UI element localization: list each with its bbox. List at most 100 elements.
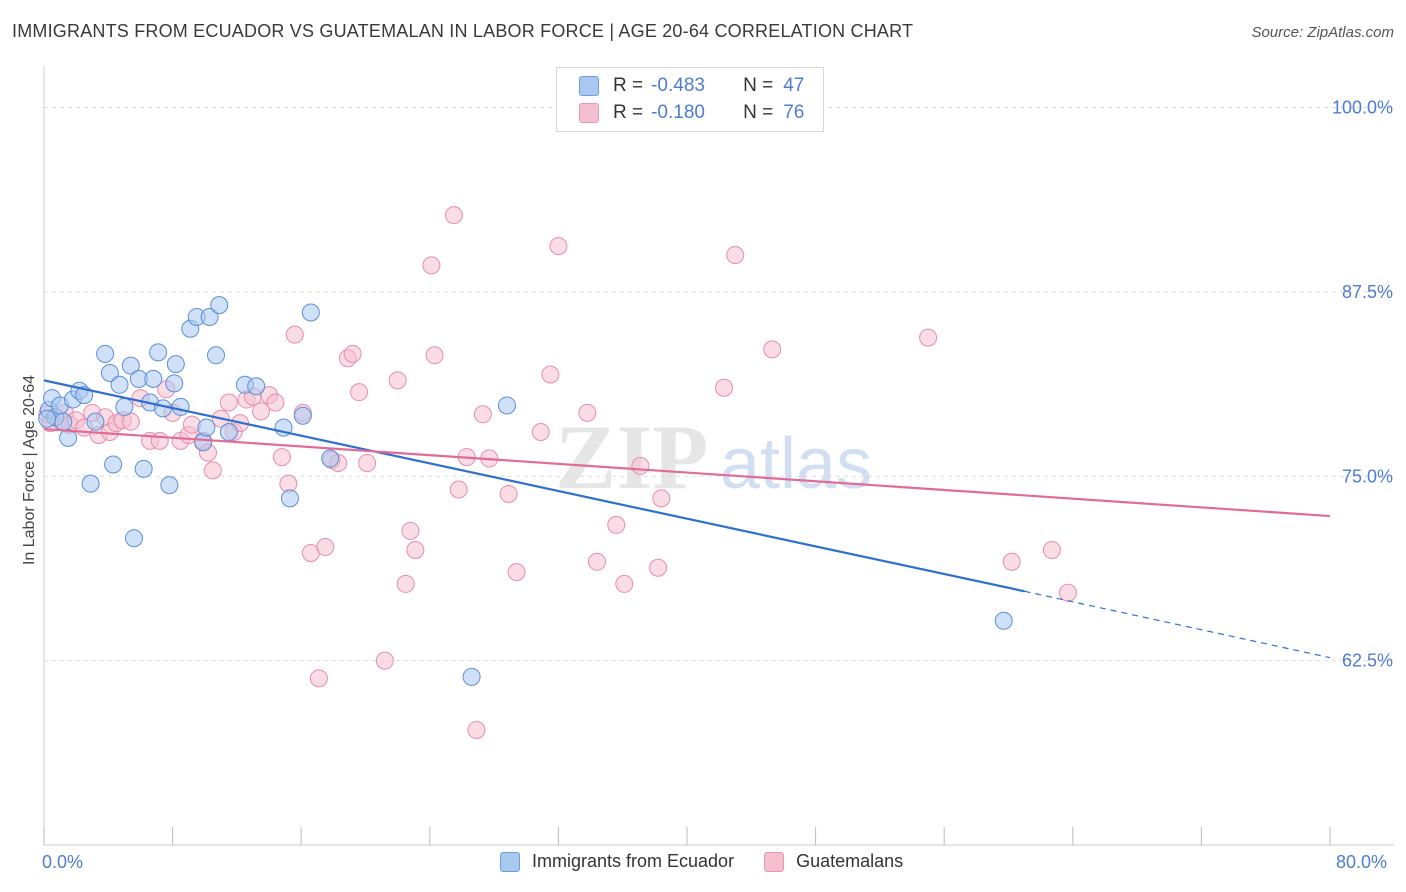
point-guatemalans — [1042, 541, 1061, 559]
point-guatemalans — [316, 538, 335, 557]
point-ecuador — [149, 343, 168, 362]
watermark-atlas: atlas — [720, 424, 872, 504]
point-ecuador — [166, 355, 185, 374]
point-guatemalans — [150, 431, 169, 450]
point-guatemalans — [726, 246, 745, 264]
point-guatemalans — [203, 461, 222, 480]
series-swatch-ecuador — [500, 851, 520, 872]
point-guatemalans — [607, 515, 626, 534]
point-guatemalans — [343, 344, 362, 363]
point-guatemalans — [309, 669, 328, 688]
series-legend-ecuador[interactable]: Immigrants from Ecuador — [500, 851, 734, 872]
point-guatemalans — [531, 423, 550, 441]
point-ecuador — [280, 489, 299, 508]
legend-r-value-ecuador: -0.483 — [651, 75, 705, 96]
point-guatemalans — [388, 371, 407, 390]
point-ecuador — [115, 397, 134, 416]
point-guatemalans — [649, 558, 668, 577]
series-label-guatemalans: Guatemalans — [796, 851, 904, 871]
point-ecuador — [104, 455, 123, 474]
source-credit: Source: ZipAtlas.com — [1251, 24, 1394, 41]
point-ecuador — [144, 369, 163, 388]
point-ecuador — [121, 356, 140, 375]
point-ecuador — [321, 449, 340, 468]
point-guatemalans — [182, 415, 201, 434]
point-guatemalans — [919, 328, 938, 347]
point-ecuador — [100, 364, 119, 382]
point-guatemalans — [467, 720, 486, 739]
legend-n-label: N = — [743, 75, 774, 96]
point-guatemalans — [473, 405, 492, 424]
y-tick-label: 62.5% — [1342, 651, 1393, 671]
legend-n-label: N = — [743, 102, 774, 123]
point-ecuador — [59, 428, 78, 447]
point-ecuador — [497, 396, 516, 415]
point-ecuador — [153, 399, 172, 418]
point-guatemalans — [1002, 552, 1021, 571]
legend-swatch-guatemalans — [579, 103, 599, 123]
point-ecuador — [125, 529, 144, 548]
point-ecuador — [293, 406, 312, 425]
point-guatemalans — [401, 521, 420, 540]
point-guatemalans — [396, 574, 415, 593]
point-guatemalans — [499, 484, 518, 503]
x-tick-min: 0.0% — [42, 852, 84, 872]
point-ecuador — [134, 459, 153, 478]
point-guatemalans — [285, 325, 304, 344]
x-tick-max: 80.0% — [1336, 852, 1388, 872]
legend-swatch-ecuador — [579, 76, 599, 96]
point-ecuador — [194, 433, 213, 452]
point-guatemalans — [358, 453, 377, 472]
point-ecuador — [219, 423, 238, 441]
point-guatemalans — [272, 448, 291, 467]
point-guatemalans — [350, 383, 369, 402]
point-guatemalans — [507, 563, 526, 582]
point-guatemalans — [615, 574, 634, 593]
legend-n-value-guatemalans: 76 — [783, 102, 805, 123]
point-ecuador — [86, 412, 105, 431]
correlation-legend: R = -0.483 N = 47 R = -0.180 N = 76 — [556, 67, 824, 132]
y-tick-label: 100.0% — [1332, 98, 1393, 118]
legend-row-ecuador: R = -0.483 N = 47 — [579, 74, 804, 98]
point-ecuador — [96, 344, 115, 363]
point-guatemalans — [375, 651, 394, 670]
trendline-guatemalans — [43, 427, 1331, 518]
point-ecuador — [110, 375, 129, 394]
point-ecuador — [301, 303, 320, 322]
series-legend-guatemalans[interactable]: Guatemalans — [764, 851, 903, 872]
point-guatemalans — [252, 402, 271, 421]
point-ecuador — [171, 397, 190, 416]
point-ecuador — [207, 346, 226, 365]
point-guatemalans — [652, 489, 671, 508]
point-ecuador — [994, 611, 1013, 630]
legend-n-value-ecuador: 47 — [783, 75, 805, 96]
point-guatemalans — [449, 480, 468, 499]
point-guatemalans — [549, 237, 568, 256]
trendline-ecuador — [43, 379, 1025, 593]
point-ecuador — [462, 667, 481, 686]
chart-title: IMMIGRANTS FROM ECUADOR VS GUATEMALAN IN… — [12, 21, 914, 41]
point-ecuador — [165, 374, 184, 393]
watermark-zip: ZIP — [555, 406, 708, 508]
series-label-ecuador: Immigrants from Ecuador — [532, 851, 735, 871]
trendline-ecuador-extrapolated — [1024, 590, 1331, 659]
point-ecuador — [247, 377, 266, 396]
point-guatemalans — [587, 552, 606, 571]
point-ecuador — [54, 412, 73, 431]
series-legend: Immigrants from Ecuador Guatemalans — [500, 851, 933, 872]
point-guatemalans — [406, 541, 425, 559]
point-guatemalans — [763, 340, 782, 359]
point-guatemalans — [541, 365, 560, 384]
point-guatemalans — [578, 403, 597, 422]
point-ecuador — [81, 474, 100, 493]
point-guatemalans — [444, 206, 463, 225]
y-tick-label: 75.0% — [1342, 466, 1393, 486]
point-guatemalans — [422, 256, 441, 275]
point-guatemalans — [714, 378, 733, 397]
point-ecuador — [160, 476, 179, 495]
point-ecuador — [197, 418, 216, 437]
legend-r-label: R = — [613, 102, 644, 123]
series-swatch-guatemalans — [764, 851, 785, 872]
legend-row-guatemalans: R = -0.180 N = 76 — [579, 101, 804, 125]
